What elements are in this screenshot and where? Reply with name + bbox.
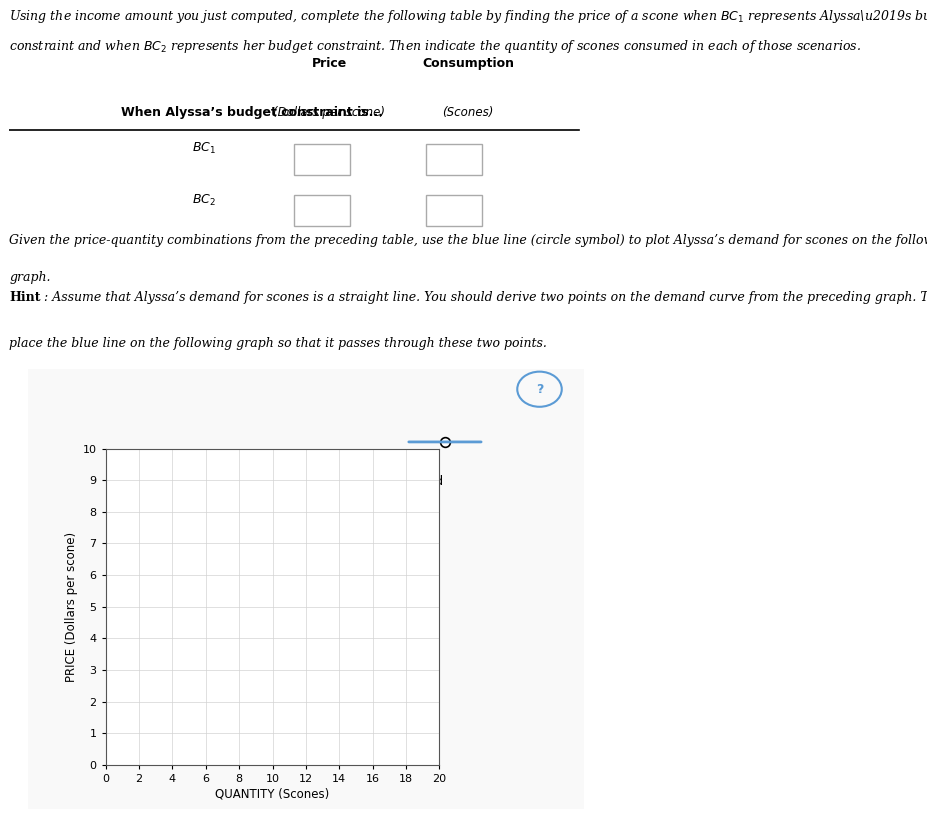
Text: Hint: Hint xyxy=(9,291,41,305)
FancyBboxPatch shape xyxy=(17,360,595,818)
FancyBboxPatch shape xyxy=(294,195,349,227)
FancyBboxPatch shape xyxy=(426,195,482,227)
Text: When Alyssa’s budget constraint is...: When Alyssa’s budget constraint is... xyxy=(121,106,382,119)
Text: : Assume that Alyssa’s demand for scones is a straight line. You should derive t: : Assume that Alyssa’s demand for scones… xyxy=(44,291,927,305)
Text: constraint and when $BC_2$ represents her budget constraint. Then indicate the q: constraint and when $BC_2$ represents he… xyxy=(9,38,861,54)
Text: Using the income amount you just computed, complete the following table by findi: Using the income amount you just compute… xyxy=(9,8,927,25)
FancyBboxPatch shape xyxy=(294,144,349,175)
Y-axis label: PRICE (Dollars per scone): PRICE (Dollars per scone) xyxy=(66,531,79,681)
Text: Price: Price xyxy=(311,57,347,71)
Text: (Dollars per scone): (Dollars per scone) xyxy=(273,106,385,119)
Text: (Scones): (Scones) xyxy=(442,106,494,119)
Text: $BC_2$: $BC_2$ xyxy=(192,193,216,208)
Text: Given the price-quantity combinations from the preceding table, use the blue lin: Given the price-quantity combinations fr… xyxy=(9,234,927,247)
Text: graph.: graph. xyxy=(9,271,51,284)
FancyBboxPatch shape xyxy=(426,144,482,175)
X-axis label: QUANTITY (Scones): QUANTITY (Scones) xyxy=(215,788,330,801)
Text: place the blue line on the following graph so that it passes through these two p: place the blue line on the following gra… xyxy=(9,337,547,351)
Text: $BC_1$: $BC_1$ xyxy=(192,141,216,156)
Text: Consumption: Consumption xyxy=(422,57,514,71)
Text: Demand: Demand xyxy=(390,475,444,488)
Text: ?: ? xyxy=(536,383,543,396)
